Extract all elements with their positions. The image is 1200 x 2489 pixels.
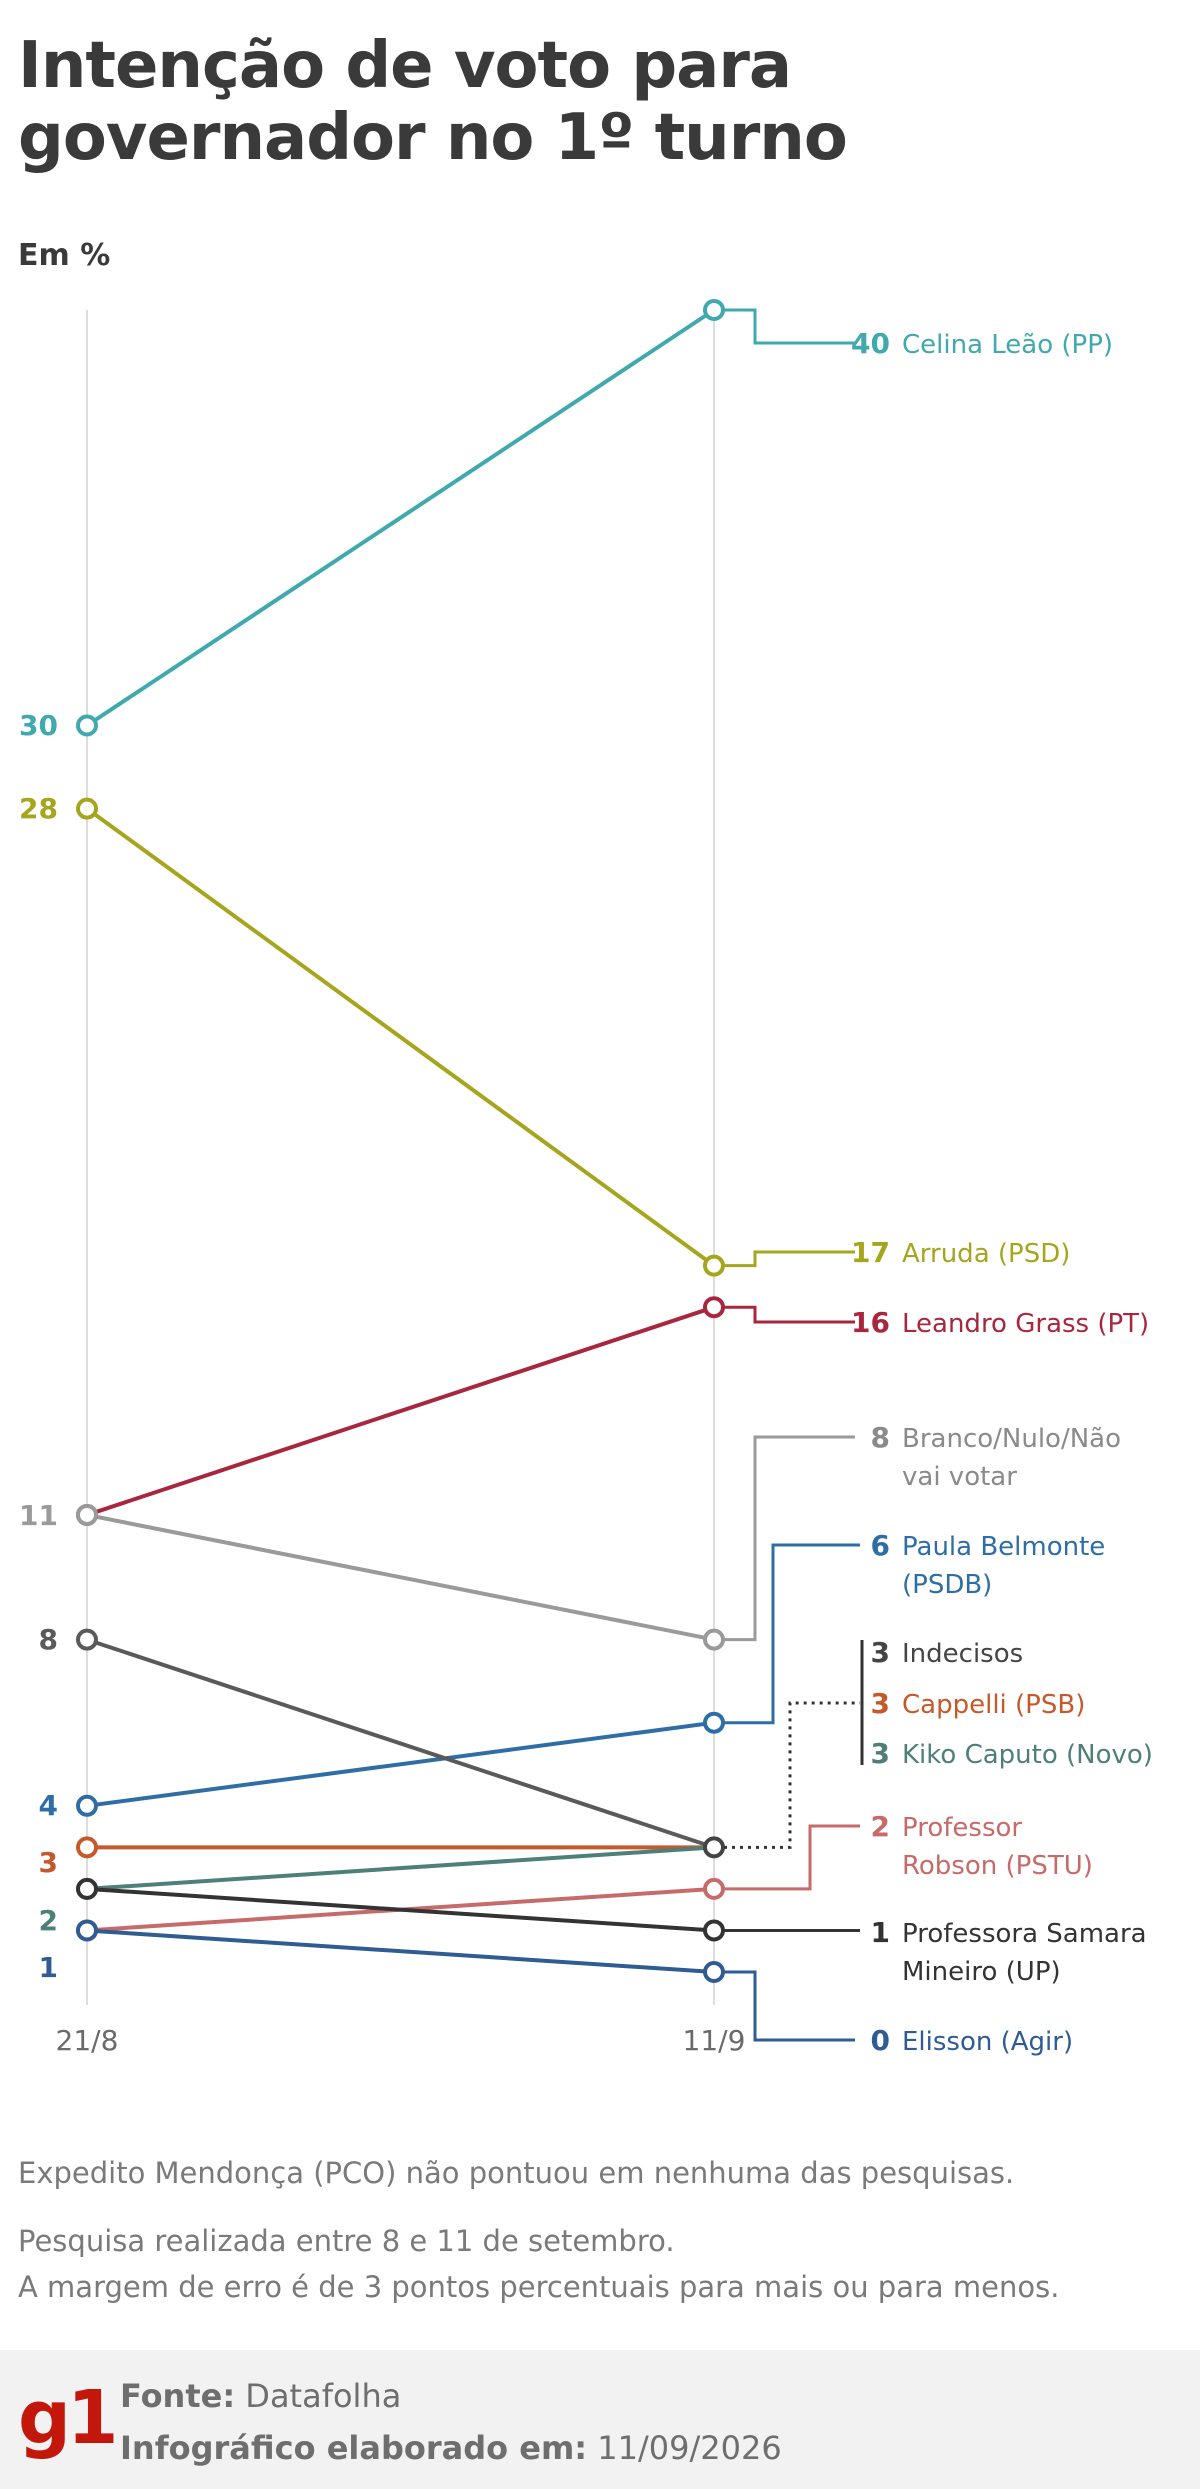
end-value-label: 3 <box>871 1636 890 1669</box>
series-name-label: Mineiro (UP) <box>902 1957 1061 1987</box>
end-value-label: 6 <box>871 1529 890 1562</box>
series-name-label: Arruda (PSD) <box>902 1239 1070 1269</box>
series-name-label: Robson (PSTU) <box>902 1851 1093 1881</box>
series-name-label: Indecisos <box>902 1639 1023 1669</box>
start-value-label: 2 <box>39 1904 58 1937</box>
end-value-label: 17 <box>851 1236 890 1269</box>
series-line-kiko-caputo-novo <box>86 1845 715 1891</box>
series-line-professora-samara-mineiro-up <box>86 1886 715 1933</box>
start-value-label: 11 <box>19 1499 58 1532</box>
series-name-label: vai votar <box>902 1462 1017 1492</box>
end-value-label: 0 <box>871 2024 890 2057</box>
series-line-celina-leao-pp <box>85 308 716 728</box>
start-point-cappelli-psb <box>76 1836 98 1859</box>
leader-line-branco <box>724 1435 855 1642</box>
leader-line-leandro <box>724 1305 855 1324</box>
footer: g1 Fonte: Datafolha Infográfico elaborad… <box>0 2350 1200 2489</box>
end-value-label: 2 <box>871 1810 890 1843</box>
end-point-celina-leao-pp <box>703 299 725 321</box>
note-methodology: Pesquisa realizada entre 8 e 11 de setem… <box>18 2218 1178 2310</box>
series-name-label: Kiko Caputo (Novo) <box>902 1740 1153 1770</box>
date-label: Infográfico elaborado em: <box>120 2429 588 2467</box>
end-point-arruda-psd <box>703 1254 725 1277</box>
date-line: Infográfico elaborado em: 11/09/2026 <box>120 2422 782 2474</box>
x-tick-label-start: 21/8 <box>56 2024 119 2057</box>
leader-line-paula <box>724 1543 860 1725</box>
leader-line-group-3 <box>724 1701 860 1849</box>
series-line-branco-nulo-nao-vai-votar <box>86 1512 715 1642</box>
start-point-elisson-agir <box>76 1919 98 1942</box>
end-point-indecisos <box>703 1836 725 1859</box>
series-line-arruda-psd <box>85 806 716 1268</box>
end-point-professora-samara-mineiro-up <box>703 1919 725 1942</box>
note-period: Pesquisa realizada entre 8 e 11 de setem… <box>18 2224 675 2258</box>
start-point-indecisos <box>76 1628 98 1651</box>
unit-label: Em % <box>18 238 111 273</box>
series-line-elisson-agir <box>86 1928 715 1974</box>
date-value: 11/09/2026 <box>597 2429 782 2467</box>
start-value-label: 30 <box>19 709 58 742</box>
end-point-branco-nulo-nao-vai-votar <box>703 1628 725 1651</box>
leader-line-robson <box>724 1824 860 1891</box>
start-point-branco-nulo-nao-vai-votar <box>76 1503 98 1526</box>
end-value-label: 16 <box>851 1306 890 1339</box>
end-point-professor-robson-pstu <box>703 1877 725 1900</box>
end-point-paula-belmonte-psdb <box>703 1711 725 1734</box>
end-point-leandro-grass-pt <box>703 1296 725 1319</box>
series-line-paula-belmonte-psdb <box>86 1720 715 1808</box>
note-margin: A margem de erro é de 3 pontos percentua… <box>18 2270 1060 2304</box>
series-name-label: Professora Samara <box>902 1919 1147 1949</box>
start-value-label: 8 <box>39 1623 58 1656</box>
series-line-indecisos <box>86 1637 715 1850</box>
start-value-label: 28 <box>19 792 58 825</box>
start-value-label: 4 <box>39 1789 58 1822</box>
series-name-label: (PSDB) <box>902 1570 992 1600</box>
source-value: Datafolha <box>245 2377 402 2415</box>
start-value-label: 1 <box>39 1951 58 1984</box>
series-name-label: Elisson (Agir) <box>902 2027 1073 2057</box>
series-name-label: Branco/Nulo/Não <box>902 1424 1121 1454</box>
end-value-label: 1 <box>871 1916 890 1949</box>
g1-logo: g1 <box>18 2375 118 2461</box>
leader-line-celina <box>724 308 855 345</box>
source-block: Fonte: Datafolha Infográfico elaborado e… <box>120 2370 782 2474</box>
leader-line-elisson <box>724 1970 855 2042</box>
series-name-label: Paula Belmonte <box>902 1532 1105 1562</box>
chart-title: Intenção de voto para governador no 1º t… <box>18 29 848 175</box>
start-point-professora-samara-mineiro-up <box>76 1877 98 1900</box>
start-point-celina-leao-pp <box>76 714 98 737</box>
end-value-label: 3 <box>871 1687 890 1720</box>
series-name-label: Leandro Grass (PT) <box>902 1309 1149 1339</box>
source-label: Fonte: <box>120 2377 236 2415</box>
leader-line-arruda <box>724 1250 855 1268</box>
series-name-label: Cappelli (PSB) <box>902 1690 1085 1720</box>
x-tick-label-end: 11/9 <box>683 2024 746 2057</box>
note-pco: Expedito Mendonça (PCO) não pontuou em n… <box>18 2156 1015 2190</box>
series-name-label: Celina Leão (PP) <box>902 330 1113 360</box>
end-value-label: 8 <box>871 1421 890 1454</box>
end-point-elisson-agir <box>703 1961 725 1983</box>
end-value-label: 3 <box>871 1737 890 1770</box>
notes: Expedito Mendonça (PCO) não pontuou em n… <box>18 2150 1178 2332</box>
series-name-label: Professor <box>902 1813 1022 1843</box>
end-value-label: 40 <box>851 327 890 360</box>
start-point-paula-belmonte-psdb <box>76 1794 98 1817</box>
start-point-arruda-psd <box>76 797 98 820</box>
series-line-leandro-grass-pt <box>86 1305 715 1517</box>
source-line: Fonte: Datafolha <box>120 2370 782 2422</box>
start-value-label: 3 <box>39 1846 58 1879</box>
